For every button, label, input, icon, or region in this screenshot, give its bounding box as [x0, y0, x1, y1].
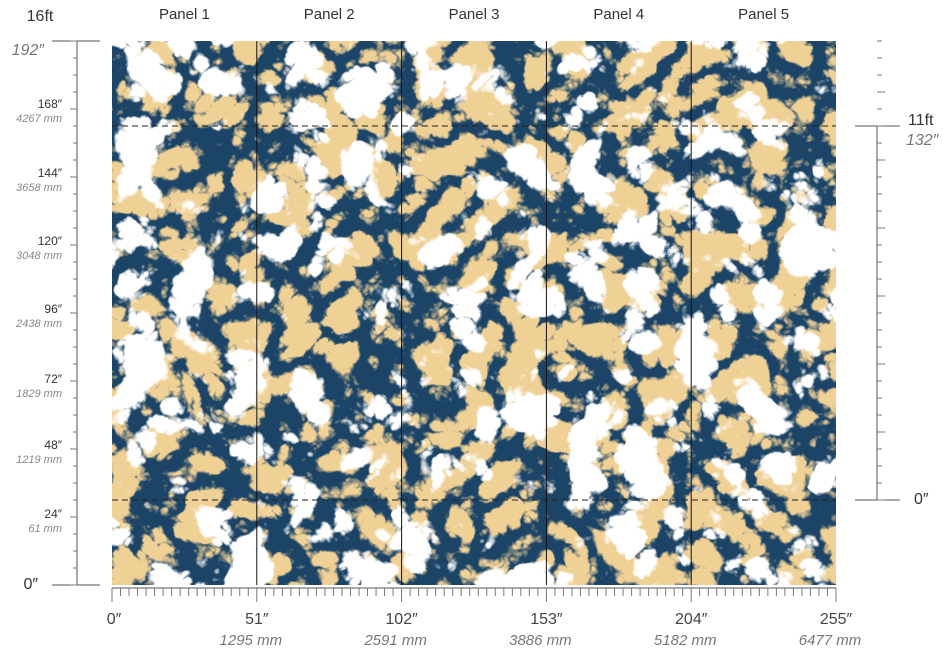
height-inches: 24″	[44, 507, 62, 521]
height-mm: 3048 mm	[16, 250, 62, 262]
left-top-feet: 16ft	[27, 8, 54, 25]
right-top-feet: 11ft	[908, 112, 934, 129]
width-inches: 255″	[820, 611, 853, 628]
panel-label: Panel 3	[449, 6, 500, 23]
width-mm: 6477 mm	[799, 632, 862, 649]
panel-label: Panel 2	[304, 6, 355, 23]
width-mm: 2591 mm	[363, 632, 427, 649]
left-top-inches: 192″	[12, 42, 46, 59]
right-top-inches: 132″	[906, 132, 940, 149]
panel-label: Panel 4	[593, 6, 644, 23]
height-inches: 48″	[44, 438, 62, 452]
panel-label: Panel 1	[159, 6, 210, 23]
right-bottom-label: 0″	[914, 491, 929, 508]
width-inches: 51″	[245, 611, 269, 628]
width-mm: 5182 mm	[654, 632, 717, 649]
left-bottom-label: 0″	[23, 576, 38, 593]
height-inches: 168″	[38, 97, 63, 111]
height-inches: 96″	[44, 302, 62, 316]
width-inches: 153″	[530, 611, 563, 628]
width-inches: 204″	[675, 611, 708, 628]
height-inches: 72″	[44, 372, 62, 386]
wallpaper-image	[112, 41, 836, 585]
ruler-ticks	[70, 40, 885, 602]
height-mm: 2438 mm	[15, 318, 62, 330]
width-inches: 102″	[385, 611, 418, 628]
height-inches: 144″	[38, 166, 63, 180]
height-mm: 1829 mm	[16, 388, 62, 400]
height-mm: 4267 mm	[16, 113, 62, 125]
height-inches: 120″	[38, 234, 63, 248]
width-mm: 1295 mm	[220, 632, 283, 649]
height-mm: 61 mm	[28, 523, 62, 535]
width-mm: 3886 mm	[509, 632, 572, 649]
height-mm: 1219 mm	[16, 454, 62, 466]
panel-label: Panel 5	[738, 6, 789, 23]
height-mm: 3658 mm	[16, 182, 62, 194]
bottom-start-label: 0″	[107, 611, 122, 628]
panel-dividers	[256, 41, 692, 585]
